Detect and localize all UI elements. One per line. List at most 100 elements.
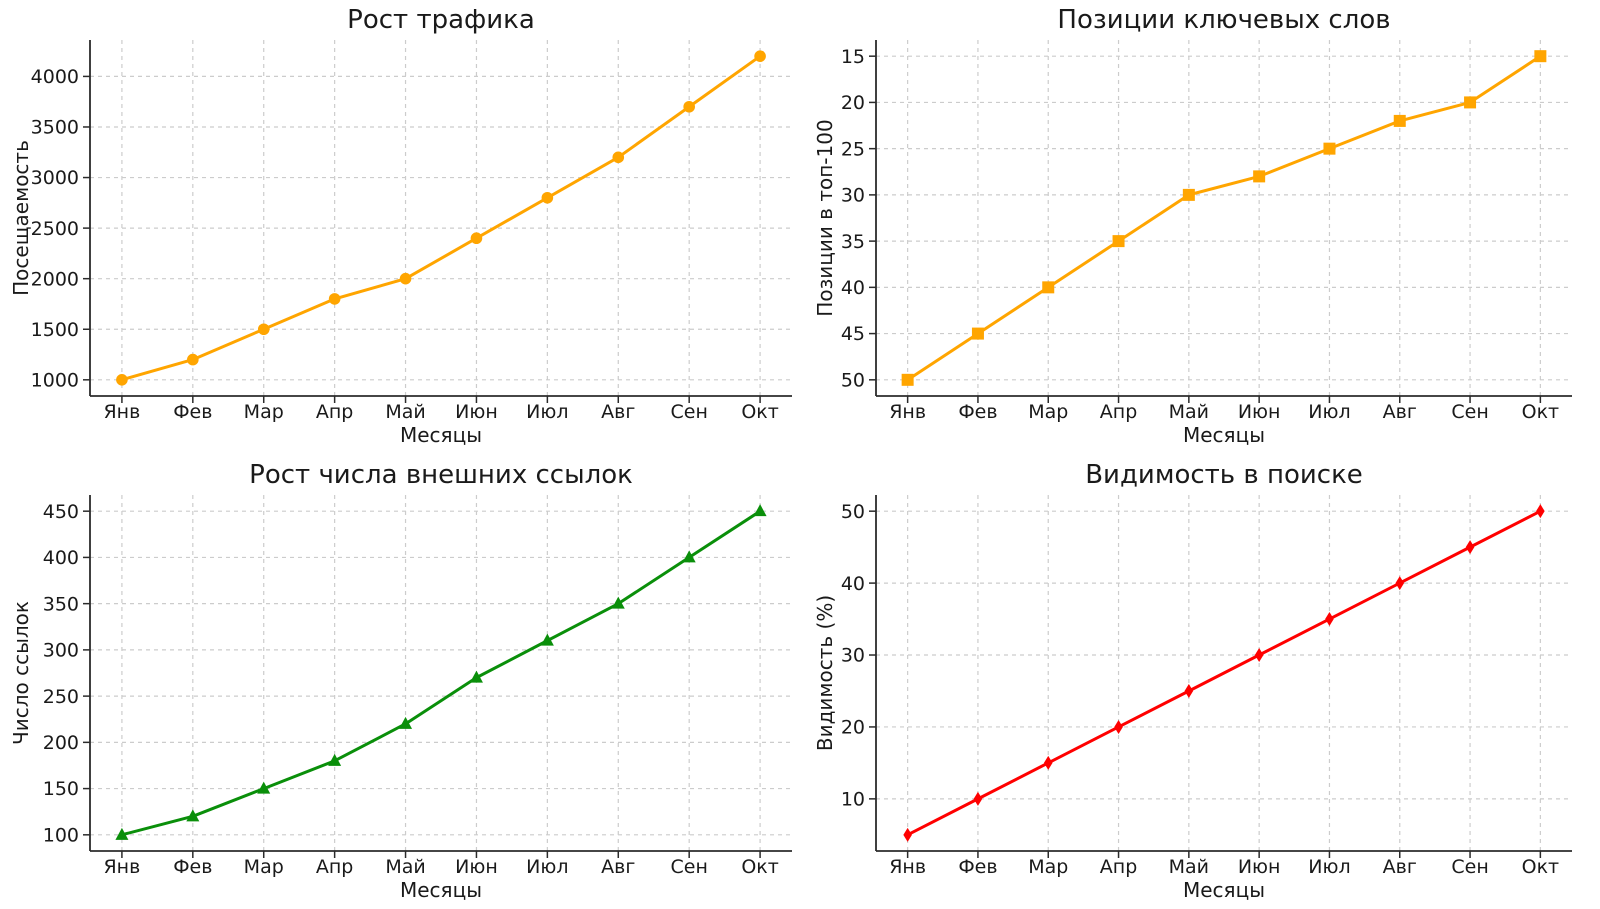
- y-tick-label: 25: [841, 138, 865, 160]
- chart-title: Видимость в поиске: [1085, 460, 1363, 490]
- data-point-marker: [328, 293, 341, 305]
- data-point-marker: [1254, 648, 1264, 663]
- tick-labels: Янв Фев Мар Апр Май Июн Июл Авг Сен Окт 1000 1500 20…: [31, 66, 779, 423]
- y-tick-label: 350: [43, 593, 79, 615]
- plot-area: Янв Фев Мар Апр Май Июн Июл Авг Сен Окт 1000 1500 20…: [31, 40, 792, 423]
- data-point-marker: [116, 374, 128, 386]
- y-tick-label: 4000: [31, 66, 79, 88]
- x-tick-label: Мар: [1028, 856, 1068, 878]
- data-line: [906, 509, 1542, 837]
- x-tick-label: Сен: [670, 856, 707, 878]
- y-tick-label: 10: [841, 789, 865, 811]
- x-tick-label: Окт: [1522, 401, 1560, 423]
- data-series: [115, 504, 767, 840]
- x-tick-label: Май: [1169, 401, 1209, 423]
- data-series: [903, 504, 1545, 842]
- y-tick-label: 100: [43, 824, 79, 846]
- data-point-marker: [1112, 235, 1125, 248]
- data-point-marker: [1043, 755, 1053, 770]
- data-point-marker: [753, 504, 767, 517]
- data-point-marker: [1042, 281, 1055, 294]
- y-tick-label: 40: [841, 277, 865, 299]
- data-point-marker: [1253, 170, 1266, 183]
- axes-spines: [869, 495, 1572, 858]
- y-tick-label: 45: [841, 323, 865, 345]
- data-point-marker: [903, 827, 912, 842]
- data-point-marker: [1393, 114, 1406, 127]
- data-point-marker: [973, 791, 983, 806]
- data-point-marker: [1534, 50, 1547, 63]
- data-series: [116, 50, 766, 386]
- y-tick-label: 15: [841, 46, 865, 68]
- y-tick-label: 450: [43, 501, 79, 523]
- x-tick-label: Янв: [889, 401, 926, 423]
- data-point-marker: [186, 809, 200, 822]
- x-tick-label: Мар: [244, 401, 284, 423]
- x-tick-label: Апр: [1100, 856, 1137, 878]
- data-point-marker: [611, 596, 625, 609]
- axes-spines: [83, 40, 792, 403]
- chart-title: Позиции ключевых слов: [1057, 5, 1391, 35]
- x-tick-label: Окт: [1522, 856, 1560, 878]
- data-point-marker: [1464, 96, 1477, 109]
- plot-area: Янв Фев Мар Апр Май Июн Июл Авг Сен Окт 100 150 200 2…: [43, 495, 792, 878]
- data-point-marker: [754, 50, 766, 62]
- data-point-marker: [541, 191, 554, 204]
- x-tick-label: Май: [385, 856, 425, 878]
- x-tick-label: Янв: [103, 401, 140, 423]
- tick-labels: Янв Фев Мар Апр Май Июн Июл Авг Сен Окт 10 20 30 40 50: [841, 501, 1559, 878]
- data-point-marker: [1395, 576, 1405, 591]
- x-tick-label: Май: [1169, 856, 1209, 878]
- plot-area: Янв Фев Мар Апр Май Июн Июл Авг Сен Окт 10 20 30 40 50: [841, 495, 1572, 878]
- x-tick-label: Июл: [526, 401, 568, 423]
- grid-lines: [876, 495, 1572, 851]
- x-tick-label: Июл: [526, 856, 568, 878]
- data-point-marker: [540, 633, 554, 646]
- x-tick-label: Июн: [455, 401, 498, 423]
- chart-backlinks-growth: Рост числа внешних ссылок Число ссылок Я…: [0, 455, 800, 909]
- x-axis-label: Месяцы: [1183, 423, 1265, 447]
- x-tick-label: Фев: [173, 401, 212, 423]
- x-tick-label: Янв: [103, 856, 140, 878]
- data-point-marker: [257, 323, 270, 336]
- x-axis-label: Месяцы: [400, 423, 482, 447]
- data-point-marker: [1325, 612, 1334, 627]
- y-tick-label: 1500: [31, 319, 79, 341]
- y-tick-label: 2500: [31, 218, 79, 240]
- data-series: [901, 50, 1547, 386]
- x-tick-label: Мар: [244, 856, 284, 878]
- y-tick-label: 30: [841, 185, 865, 207]
- chart-title: Рост трафика: [347, 5, 535, 35]
- x-tick-label: Июн: [1238, 401, 1281, 423]
- data-point-marker: [1465, 540, 1475, 555]
- data-point-marker: [399, 716, 413, 729]
- y-tick-label: 200: [43, 732, 79, 754]
- x-tick-label: Авг: [601, 856, 635, 878]
- grid-lines: [876, 40, 1572, 396]
- data-point-marker: [612, 151, 625, 164]
- chart-keyword-positions: Позиции ключевых слов Позиции в топ-100 …: [800, 0, 1600, 454]
- y-tick-label: 300: [43, 640, 79, 662]
- plot-area: Янв Фев Мар Апр Май Июн Июл Авг Сен Окт 15 20 25 30 35…: [841, 40, 1572, 423]
- x-tick-label: Июн: [455, 856, 498, 878]
- data-point-marker: [971, 327, 984, 340]
- x-tick-label: Апр: [1100, 401, 1137, 423]
- y-tick-label: 3000: [31, 167, 79, 189]
- data-point-marker: [1114, 719, 1123, 734]
- y-tick-label: 1000: [31, 369, 79, 391]
- x-axis-label: Месяцы: [1183, 878, 1265, 902]
- axes-spines: [869, 40, 1572, 403]
- y-tick-label: 250: [43, 686, 79, 708]
- tick-labels: Янв Фев Мар Апр Май Июн Июл Авг Сен Окт 100 150 200 2…: [43, 501, 779, 878]
- x-tick-label: Июл: [1308, 401, 1350, 423]
- data-point-marker: [1323, 142, 1336, 155]
- x-tick-label: Апр: [316, 401, 353, 423]
- y-tick-label: 40: [841, 573, 865, 595]
- grid-lines: [90, 495, 792, 851]
- x-tick-label: Авг: [601, 401, 635, 423]
- x-tick-label: Окт: [741, 401, 779, 423]
- y-tick-label: 30: [841, 645, 865, 667]
- x-tick-label: Авг: [1383, 401, 1417, 423]
- data-point-marker: [399, 272, 412, 285]
